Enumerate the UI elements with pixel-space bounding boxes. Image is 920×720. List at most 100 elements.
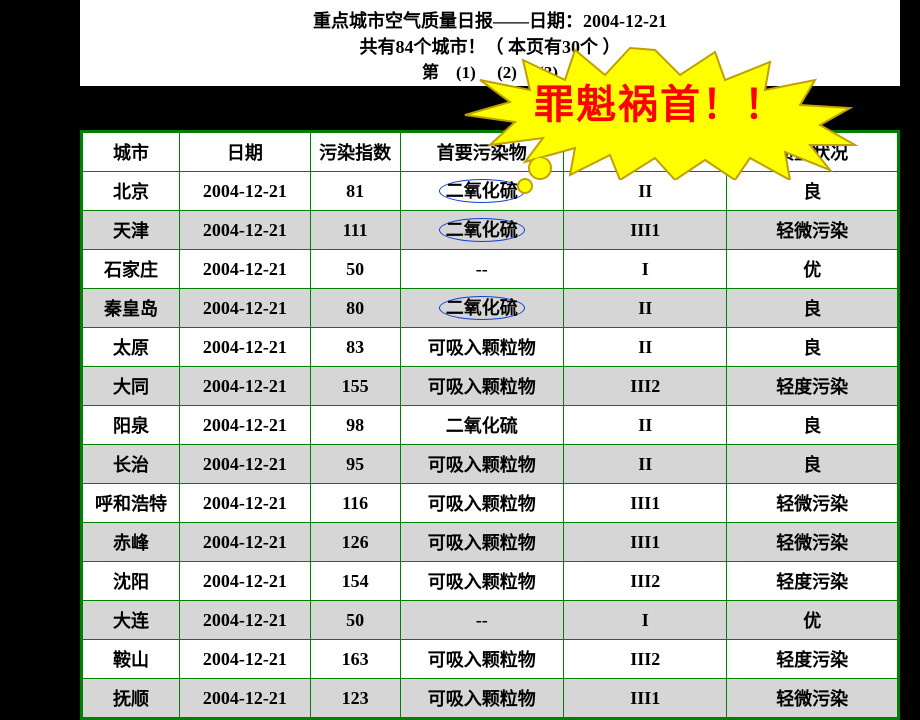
status-cell: 良 [727, 289, 899, 328]
circled-pollutant: 二氧化硫 [439, 179, 525, 203]
date-cell: 2004-12-21 [180, 328, 311, 367]
col-index: 污染指数 [310, 132, 400, 172]
table-row: 大连2004-12-2150--I优 [82, 601, 899, 640]
city-cell: 沈阳 [82, 562, 180, 601]
table-row: 阳泉2004-12-2198二氧化硫II良 [82, 406, 899, 445]
table-row: 赤峰2004-12-21126可吸入颗粒物III1轻微污染 [82, 523, 899, 562]
date-cell: 2004-12-21 [180, 172, 311, 211]
grade-cell: I [564, 601, 727, 640]
grade-cell: III2 [564, 562, 727, 601]
grade-cell: III1 [564, 523, 727, 562]
index-cell: 50 [310, 601, 400, 640]
table-row: 鞍山2004-12-21163可吸入颗粒物III2轻度污染 [82, 640, 899, 679]
index-cell: 126 [310, 523, 400, 562]
pollutant-cell: 可吸入颗粒物 [400, 562, 563, 601]
city-cell: 秦皇岛 [82, 289, 180, 328]
air-quality-table-wrap: 城市 日期 污染指数 首要污染物 质量状况 北京2004-12-2181二氧化硫… [80, 130, 900, 720]
index-cell: 123 [310, 679, 400, 719]
status-cell: 轻微污染 [727, 484, 899, 523]
index-cell: 95 [310, 445, 400, 484]
city-cell: 阳泉 [82, 406, 180, 445]
grade-cell: III1 [564, 211, 727, 250]
table-row: 大同2004-12-21155可吸入颗粒物III2轻度污染 [82, 367, 899, 406]
date-cell: 2004-12-21 [180, 523, 311, 562]
city-cell: 北京 [82, 172, 180, 211]
air-quality-table: 城市 日期 污染指数 首要污染物 质量状况 北京2004-12-2181二氧化硫… [80, 130, 900, 720]
status-cell: 良 [727, 406, 899, 445]
grade-cell: I [564, 250, 727, 289]
grade-cell: II [564, 328, 727, 367]
status-cell: 轻微污染 [727, 211, 899, 250]
grade-cell: III2 [564, 640, 727, 679]
date-cell: 2004-12-21 [180, 601, 311, 640]
pollutant-cell: 可吸入颗粒物 [400, 328, 563, 367]
status-cell: 轻微污染 [727, 523, 899, 562]
status-cell: 轻度污染 [727, 367, 899, 406]
table-row: 抚顺2004-12-21123可吸入颗粒物III1轻微污染 [82, 679, 899, 719]
city-cell: 石家庄 [82, 250, 180, 289]
pollutant-cell: 可吸入颗粒物 [400, 484, 563, 523]
grade-cell: III1 [564, 679, 727, 719]
index-cell: 81 [310, 172, 400, 211]
status-cell: 良 [727, 445, 899, 484]
date-cell: 2004-12-21 [180, 406, 311, 445]
pollutant-cell: 可吸入颗粒物 [400, 640, 563, 679]
city-cell: 大连 [82, 601, 180, 640]
date-cell: 2004-12-21 [180, 484, 311, 523]
pollutant-cell: 可吸入颗粒物 [400, 679, 563, 719]
pollutant-cell: 二氧化硫 [400, 406, 563, 445]
grade-cell: II [564, 406, 727, 445]
city-cell: 天津 [82, 211, 180, 250]
status-cell: 轻微污染 [727, 679, 899, 719]
callout-text: 罪魁祸首！！ [510, 72, 810, 130]
date-cell: 2004-12-21 [180, 445, 311, 484]
date-cell: 2004-12-21 [180, 640, 311, 679]
status-cell: 良 [727, 328, 899, 367]
table-body: 北京2004-12-2181二氧化硫II良天津2004-12-21111二氧化硫… [82, 172, 899, 719]
pollutant-cell: 可吸入颗粒物 [400, 523, 563, 562]
table-row: 石家庄2004-12-2150--I优 [82, 250, 899, 289]
index-cell: 98 [310, 406, 400, 445]
status-cell: 优 [727, 250, 899, 289]
status-cell: 轻度污染 [727, 640, 899, 679]
index-cell: 80 [310, 289, 400, 328]
city-cell: 赤峰 [82, 523, 180, 562]
pollutant-cell: 二氧化硫 [400, 211, 563, 250]
date-cell: 2004-12-21 [180, 211, 311, 250]
status-cell: 优 [727, 601, 899, 640]
table-row: 秦皇岛2004-12-2180二氧化硫II良 [82, 289, 899, 328]
date-cell: 2004-12-21 [180, 679, 311, 719]
pollutant-cell: -- [400, 601, 563, 640]
pollutant-cell: 可吸入颗粒物 [400, 445, 563, 484]
grade-cell: III2 [564, 367, 727, 406]
city-cell: 呼和浩特 [82, 484, 180, 523]
city-cell: 鞍山 [82, 640, 180, 679]
index-cell: 155 [310, 367, 400, 406]
index-cell: 50 [310, 250, 400, 289]
date-cell: 2004-12-21 [180, 367, 311, 406]
pollutant-cell: 二氧化硫 [400, 289, 563, 328]
col-city: 城市 [82, 132, 180, 172]
status-cell: 轻度污染 [727, 562, 899, 601]
date-cell: 2004-12-21 [180, 562, 311, 601]
grade-cell: II [564, 289, 727, 328]
col-date: 日期 [180, 132, 311, 172]
table-row: 沈阳2004-12-21154可吸入颗粒物III2轻度污染 [82, 562, 899, 601]
table-row: 长治2004-12-2195可吸入颗粒物II良 [82, 445, 899, 484]
city-cell: 长治 [82, 445, 180, 484]
grade-cell: III1 [564, 484, 727, 523]
pollutant-cell: 可吸入颗粒物 [400, 367, 563, 406]
index-cell: 116 [310, 484, 400, 523]
index-cell: 111 [310, 211, 400, 250]
table-row: 呼和浩特2004-12-21116可吸入颗粒物III1轻微污染 [82, 484, 899, 523]
city-cell: 抚顺 [82, 679, 180, 719]
pollutant-cell: -- [400, 250, 563, 289]
date-cell: 2004-12-21 [180, 250, 311, 289]
index-cell: 83 [310, 328, 400, 367]
city-cell: 太原 [82, 328, 180, 367]
title-line-1: 重点城市空气质量日报——日期：2004-12-21 [80, 8, 900, 34]
circled-pollutant: 二氧化硫 [439, 218, 525, 242]
table-row: 太原2004-12-2183可吸入颗粒物II良 [82, 328, 899, 367]
table-row: 天津2004-12-21111 二氧化硫 III1轻微污染 [82, 211, 899, 250]
grade-cell: II [564, 445, 727, 484]
